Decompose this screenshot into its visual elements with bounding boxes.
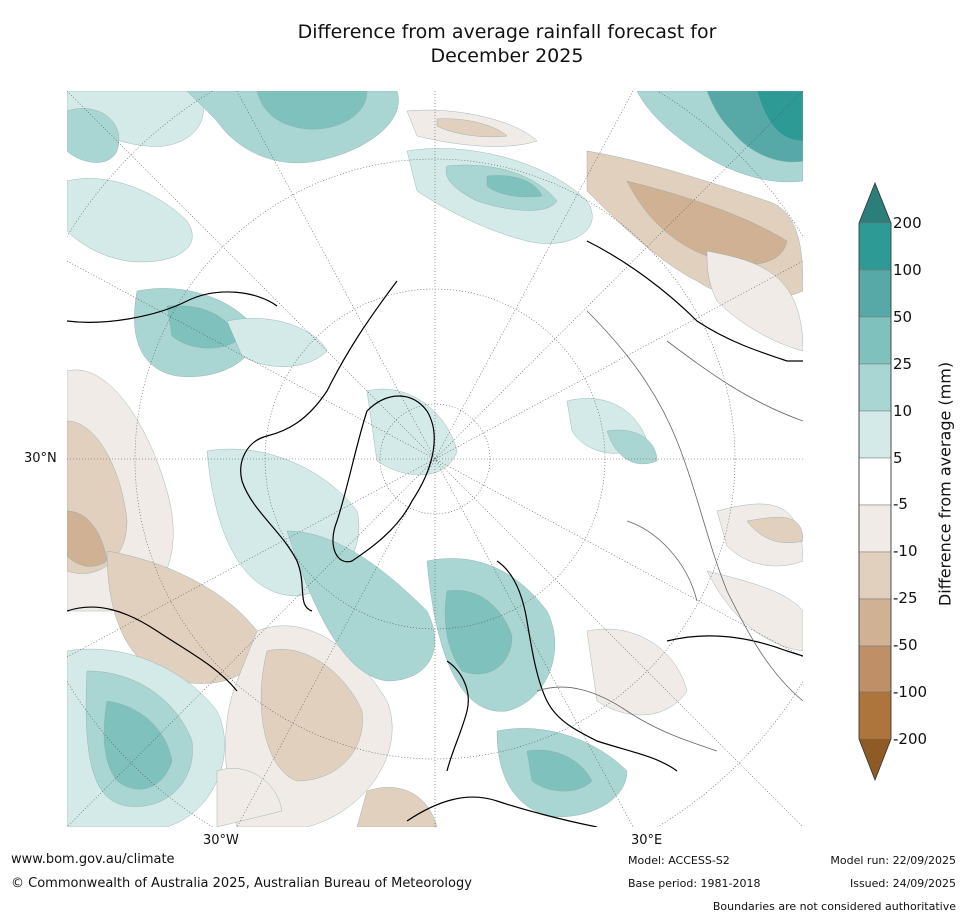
colorbar-tick-label: -10 <box>893 542 918 561</box>
footer-model-run: Model run: 22/09/2025 <box>830 854 956 867</box>
colorbar-band <box>858 504 892 553</box>
colorbar-tick-label: -25 <box>893 589 918 608</box>
coastlines <box>67 240 803 827</box>
colorbar-band <box>858 363 892 412</box>
chart-title: Difference from average rainfall forecas… <box>0 20 965 68</box>
colorbar-tick-label: -100 <box>893 683 928 702</box>
footer-website[interactable]: www.bom.gov.au/climate <box>11 852 175 867</box>
colorbar-tick-label: -200 <box>893 730 928 748</box>
longitude-label-30e: 30°E <box>631 833 663 848</box>
colorbar <box>855 180 895 788</box>
colorbar-band <box>858 691 892 740</box>
colorbar-tick-label: -5 <box>893 495 908 514</box>
colorbar-tick-label: 25 <box>893 354 913 373</box>
footer-issued: Issued: 24/09/2025 <box>849 877 956 890</box>
colorbar-tick-label: 50 <box>893 307 913 326</box>
footer-model: Model: ACCESS-S2 <box>628 854 730 867</box>
title-line-1: Difference from average rainfall forecas… <box>297 21 717 43</box>
anomaly-shading <box>67 91 803 827</box>
longitude-label-30w: 30°W <box>203 833 239 848</box>
colorbar-tick-label: 100 <box>893 260 922 279</box>
map-svg <box>67 91 803 827</box>
colorbar-arrow-top <box>859 183 891 223</box>
colorbar-band <box>858 269 892 318</box>
colorbar-svg <box>858 181 892 782</box>
colorbar-band <box>858 645 892 693</box>
colorbar-outline <box>858 181 892 782</box>
colorbar-band <box>858 222 892 271</box>
footer-base-period: Base period: 1981-2018 <box>628 877 761 890</box>
colorbar-tick-label: 200 <box>893 214 922 232</box>
colorbar-band <box>858 457 892 506</box>
colorbar-band <box>858 410 892 459</box>
country-borders <box>536 310 803 752</box>
title-line-2: December 2025 <box>430 45 584 67</box>
latitude-label-30n: 30°N <box>24 451 57 466</box>
colorbar-tick-label: -50 <box>893 636 918 655</box>
colorbar-band <box>858 316 892 365</box>
footer-copyright: © Commonwealth of Australia 2025, Austra… <box>11 876 472 891</box>
colorbar-tick-label: 5 <box>893 448 903 467</box>
colorbar-title: Difference from average (mm) <box>935 361 955 607</box>
footer-disclaimer: Boundaries are not considered authoritat… <box>712 900 956 913</box>
colorbar-tick-label: 10 <box>893 401 913 420</box>
colorbar-band <box>858 598 892 647</box>
graticule <box>67 91 803 827</box>
forecast-map[interactable] <box>67 91 803 827</box>
colorbar-band <box>858 551 892 600</box>
colorbar-arrow-bottom <box>859 739 891 780</box>
